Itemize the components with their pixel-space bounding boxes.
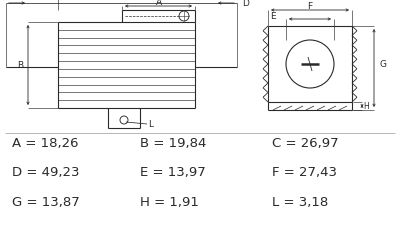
- Text: L: L: [148, 120, 153, 128]
- Text: H: H: [363, 102, 369, 111]
- Text: F: F: [308, 1, 312, 10]
- Text: H = 1,91: H = 1,91: [140, 195, 199, 208]
- Text: D = 49,23: D = 49,23: [12, 166, 80, 179]
- Text: E: E: [270, 11, 276, 20]
- Text: D: D: [242, 0, 249, 7]
- Text: E = 13,97: E = 13,97: [140, 166, 206, 179]
- Text: G = 13,87: G = 13,87: [12, 195, 80, 208]
- Text: B = 19,84: B = 19,84: [140, 136, 206, 149]
- Text: L = 3,18: L = 3,18: [272, 195, 328, 208]
- Text: A = 18,26: A = 18,26: [12, 136, 78, 149]
- Text: G: G: [379, 60, 386, 68]
- Text: C = 26,97: C = 26,97: [272, 136, 339, 149]
- Text: A: A: [156, 0, 162, 6]
- Text: F = 27,43: F = 27,43: [272, 166, 337, 179]
- Text: B: B: [17, 61, 23, 69]
